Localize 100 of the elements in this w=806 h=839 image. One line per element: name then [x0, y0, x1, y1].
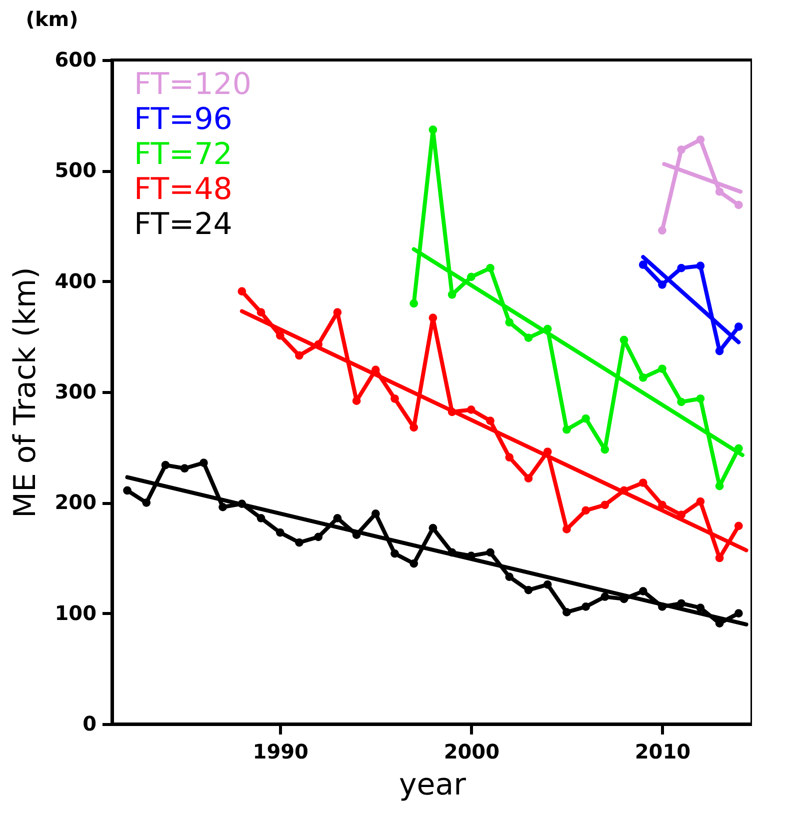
point [428, 126, 438, 134]
y-tick-label: 0 [82, 712, 96, 736]
point [200, 458, 208, 467]
point [543, 580, 552, 589]
point [734, 444, 743, 453]
point [734, 322, 743, 331]
y-axis-title: ME of Track (km) [8, 267, 43, 518]
point [677, 398, 686, 406]
point [448, 408, 456, 416]
y-tick-label: 200 [54, 490, 96, 514]
point [582, 506, 590, 515]
text: FT=24 [134, 207, 232, 242]
point [638, 587, 648, 596]
x-tick-label: 1990 [252, 740, 308, 764]
point [638, 373, 648, 382]
point [180, 464, 189, 473]
point [696, 136, 705, 144]
point [658, 280, 666, 289]
point [428, 524, 438, 532]
point [562, 425, 571, 434]
point [276, 331, 284, 340]
point [543, 448, 552, 456]
point [410, 299, 418, 308]
point [562, 525, 571, 534]
point [600, 592, 610, 601]
point [466, 272, 476, 282]
point [677, 145, 686, 154]
point [658, 364, 666, 373]
point [256, 308, 266, 316]
point [333, 308, 342, 316]
point [638, 478, 648, 487]
point [295, 351, 304, 360]
point [486, 264, 494, 272]
point [238, 287, 246, 296]
point [410, 559, 418, 568]
point [390, 394, 399, 403]
x-axis-title: year [399, 768, 467, 802]
x-tick-label: 2000 [444, 740, 500, 764]
point [600, 445, 610, 454]
text: FT=72 [134, 137, 232, 172]
y-tick-label: 100 [54, 600, 96, 625]
text: FT=96 [134, 102, 232, 137]
point [505, 572, 514, 581]
point [638, 260, 648, 269]
point [295, 538, 304, 547]
point [161, 460, 170, 470]
point [333, 514, 342, 522]
point [582, 414, 590, 423]
point [620, 486, 628, 495]
point [466, 406, 476, 414]
point [123, 486, 132, 495]
point [448, 290, 456, 299]
point [142, 498, 151, 507]
point [658, 602, 666, 611]
point [658, 500, 666, 510]
point [524, 586, 533, 594]
point [734, 609, 743, 618]
point [238, 500, 246, 508]
point [696, 262, 705, 270]
point [410, 423, 418, 432]
point [390, 549, 399, 558]
point [276, 528, 284, 537]
point [371, 510, 380, 518]
y-tick-label: 300 [54, 380, 96, 404]
point [352, 396, 361, 406]
point [677, 510, 686, 520]
x-tick-label: 2010 [634, 740, 691, 764]
point [524, 474, 533, 482]
point [677, 599, 686, 608]
point [448, 548, 456, 557]
text: FT=120 [134, 67, 252, 102]
point [486, 548, 494, 557]
y-tick-label: 500 [54, 158, 96, 182]
y-tick-label: 400 [54, 268, 96, 293]
y-tick-label: 600 [54, 48, 96, 72]
point [715, 482, 724, 490]
point [620, 336, 628, 344]
text: FT=48 [134, 172, 232, 207]
point [715, 346, 724, 356]
point [543, 324, 552, 334]
point [486, 416, 494, 425]
point [715, 188, 724, 196]
point [715, 619, 724, 628]
point [696, 497, 705, 506]
point [562, 608, 571, 616]
point [582, 602, 590, 611]
point [505, 453, 514, 462]
point [696, 394, 705, 403]
point [218, 502, 227, 512]
point [524, 334, 533, 342]
point [256, 514, 266, 522]
point [677, 264, 686, 272]
text: (km) [26, 7, 78, 31]
point [505, 318, 514, 326]
point [696, 604, 705, 612]
point [600, 500, 610, 510]
point [314, 532, 323, 542]
point [658, 226, 666, 235]
point [734, 522, 743, 530]
point [734, 200, 743, 210]
